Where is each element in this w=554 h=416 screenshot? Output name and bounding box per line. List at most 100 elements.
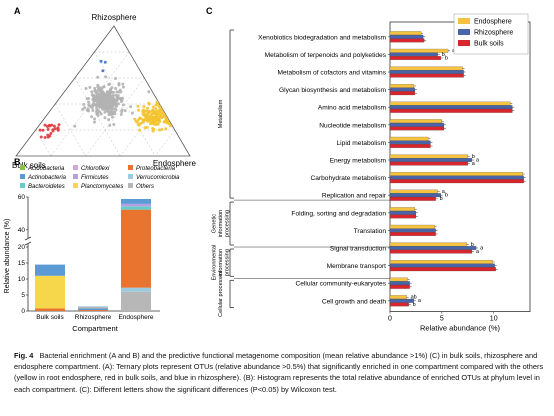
panel-b-label: B [14,157,21,167]
ternary-point-endo [161,112,165,116]
ternary-point-bulk [46,135,50,139]
stacked-bar-segment [121,206,151,210]
ternary-point-other [88,85,92,89]
pathway-bar-rhizosphere [389,175,524,180]
ternary-point-rhizo [103,60,107,64]
legend-label: Rhizosphere [474,30,513,37]
pathway-bar-rhizosphere [389,34,424,39]
ternary-point-other [95,104,99,108]
y-tick-label: 40 [18,227,26,234]
ternary-point-other [99,112,103,116]
stacked-bar-segment [35,275,65,309]
pathway-bar-rhizosphere [389,193,441,198]
ternary-point-other [120,98,124,102]
ternary-point-endo [147,101,151,105]
ternary-point-other [96,83,100,87]
group-label-line: information [218,210,224,238]
ternary-point-bulk [41,128,45,132]
figure: A B C Rhizosphere Bulk soils Endosphere … [4,6,531,333]
pathway-bar-endosphere [389,154,468,159]
ternary-point-other [117,81,121,85]
pathway-bar-endosphere [389,119,442,124]
pathway-bar-bulk-soils [389,267,496,272]
ternary-point-rhizo [99,59,103,63]
ternary-point-other [104,75,108,79]
ternary-point-other [109,91,113,95]
stacked-bar-segment [121,203,151,207]
pathway-bar-bulk-soils [389,108,513,113]
ternary-point-bulk [52,124,56,128]
legend-swatch [128,174,133,179]
x-tick-label: 0 [388,316,392,323]
ternary-point-endo [138,128,142,132]
group-label-line: Cellular processes [218,271,224,317]
pathway-bar-endosphere [389,189,438,194]
group-label-line: Metabolism [218,99,224,128]
ternary-point-endo [142,113,146,117]
ternary-point-other [115,90,119,94]
pathway-label: Amino acid metabolism [318,105,387,112]
pathway-label: Signal transduction [330,246,386,253]
significance-letter: b [471,242,474,248]
axis-break-mark [24,236,32,241]
ternary-point-other [103,107,107,111]
pathway-bar-bulk-soils [389,179,524,184]
stacked-bar-chart: 0 5 10 15 20 40 60 Bulk soils Rhizosphere Endosph… [4,194,160,333]
pathway-bar-rhizosphere [389,105,513,110]
ternary-point-endo [167,122,171,126]
legend-swatch [458,40,470,46]
ternary-point-endo [144,117,148,121]
ternary-point-other [107,111,111,115]
legend-swatch [73,183,78,188]
ternary-point-endo [165,121,169,125]
ternary-point-endo [151,129,155,133]
pathway-bar-bulk-soils [389,232,436,236]
pathway-label: Xenobiotics biodegradation and metabolis… [258,34,386,41]
x-axis-label: Relative abundance (%) [420,324,501,333]
panel-a-label: A [14,6,21,16]
ternary-point-endo [148,118,152,122]
ternary-frame [15,25,191,157]
legend-swatch [128,165,133,170]
pathway-bar-rhizosphere [389,122,445,127]
ternary-point-other [113,107,117,111]
ternary-point-other [147,90,151,94]
kegg-pathway-bar-chart: Xenobiotics biodegradation and metabolis… [212,13,531,333]
ternary-point-other [85,97,89,101]
significance-letter: a [480,245,484,251]
ternary-point-endo [143,126,147,130]
ternary-point-endo [145,125,149,129]
stacked-bar-segment [78,308,108,311]
ternary-point-bulk [38,128,42,132]
ternary-point-endo [134,120,138,124]
ternary-point-endo [138,116,142,120]
group-label-line: information [218,249,224,277]
ternary-point-other [121,85,125,89]
ternary-point-other [91,94,95,98]
pathway-bar-bulk-soils [389,38,425,43]
pathway-bar-endosphere [389,136,429,141]
ternary-point-bulk [48,124,52,128]
ternary-point-endo [164,127,168,131]
ternary-point-other [101,98,105,102]
ternary-point-other [91,97,95,101]
ternary-point-other [103,116,107,120]
pathway-label: Nucleotide metabolism [319,122,386,129]
ternary-point-endo [146,106,150,110]
ternary-grid-line [74,77,121,157]
legend-item-label: Verrucomicrobia [136,175,180,181]
stacked-bar-segment [78,306,108,307]
figure-caption: Fig. 4 Bacterial enrichment (A and B) an… [14,350,544,395]
ternary-point-other [114,104,118,108]
ternary-point-endo [147,109,151,113]
ternary-point-other [105,106,109,110]
ternary-point-endo [155,114,159,118]
ternary-point-other [84,86,88,90]
ternary-point-other [93,120,97,124]
ternary-point-endo [155,116,159,120]
ternary-point-other [111,115,115,119]
pathway-bar-rhizosphere [389,246,477,250]
ternary-point-other [116,102,120,106]
ternary-point-other [108,82,112,86]
ternary-point-other [99,94,103,98]
